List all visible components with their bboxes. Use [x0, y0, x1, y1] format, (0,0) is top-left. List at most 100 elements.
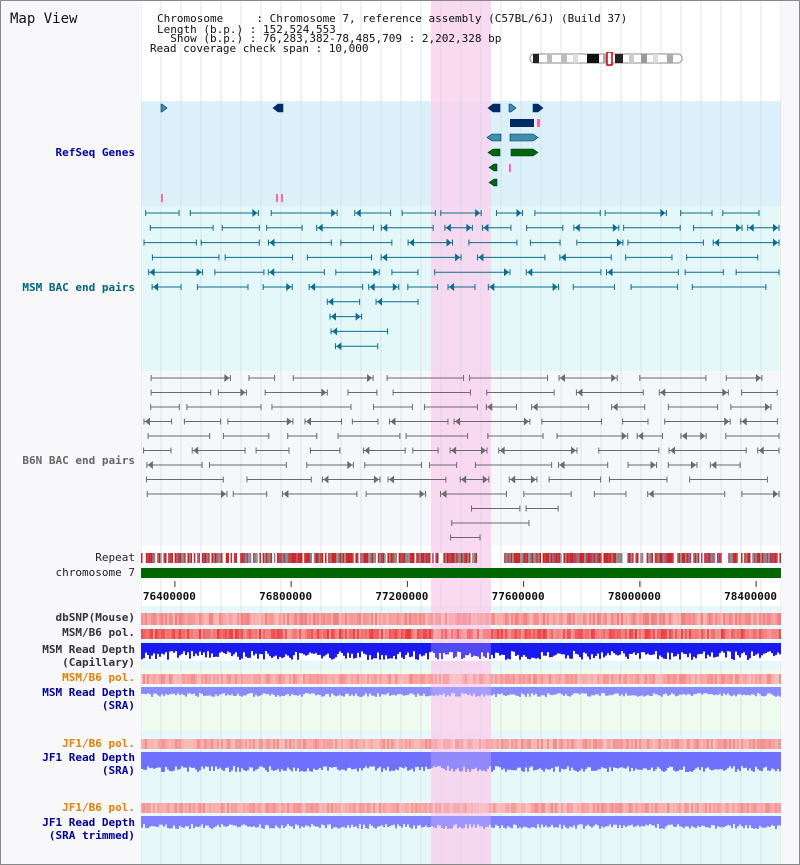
heat-cell: [499, 803, 501, 813]
depth-bar: [429, 643, 431, 653]
bac-end-marker: [482, 475, 488, 484]
depth-bar: [471, 752, 473, 770]
heat-cell: [189, 803, 191, 813]
heat-cell: [481, 739, 483, 749]
depth-bar: [597, 752, 599, 770]
track-label-dbsnp[interactable]: dbSNP(Mouse): [55, 611, 135, 624]
depth-bar: [519, 643, 521, 660]
depth-bar: [671, 752, 673, 767]
heat-cell: [757, 803, 759, 813]
tracks-canvas[interactable]: [141, 1, 781, 864]
depth-bar: [153, 816, 155, 827]
heat-cell: [497, 803, 499, 813]
heat-cell: [697, 803, 699, 813]
track-label-msm-depth-sra[interactable]: MSM Read Depth: [42, 686, 135, 699]
depth-bar: [703, 687, 705, 694]
depth-bar: [451, 816, 453, 829]
track-label-b6n-bac[interactable]: B6N BAC end pairs: [22, 454, 135, 467]
heat-cell: [417, 629, 419, 639]
heat-cell: [761, 739, 763, 749]
depth-bar: [681, 643, 683, 653]
heat-cell: [209, 629, 211, 639]
heat-cell: [207, 613, 209, 625]
heat-cell: [567, 739, 569, 749]
heat-cell: [373, 674, 375, 684]
depth-bar: [749, 752, 751, 769]
repeat-element: [601, 553, 604, 563]
heat-cell: [165, 803, 167, 813]
depth-bar: [177, 687, 179, 694]
repeat-element: [400, 553, 402, 563]
track-label-msm-b6-pol-2[interactable]: MSM/B6 pol.: [62, 671, 135, 684]
heat-cell: [341, 803, 343, 813]
genome-track-area[interactable]: [141, 1, 781, 864]
heat-cell: [469, 629, 471, 639]
chromosome-ideogram[interactable]: [529, 52, 685, 66]
track-label-jf1-depth-trim[interactable]: JF1 Read Depth: [42, 816, 135, 829]
track-label-jf1-depth-sra[interactable]: JF1 Read Depth: [42, 751, 135, 764]
heat-cell: [557, 803, 559, 813]
heat-cell: [309, 739, 311, 749]
heat-cell: [303, 629, 305, 639]
heat-cell: [419, 803, 421, 813]
repeat-element: [728, 553, 730, 563]
depth-bar: [719, 643, 721, 654]
heat-cell: [413, 739, 415, 749]
heat-cell: [397, 803, 399, 813]
heat-cell: [267, 739, 269, 749]
depth-bar: [461, 643, 463, 659]
bac-end-marker: [714, 238, 720, 247]
heat-cell: [509, 739, 511, 749]
depth-bar: [435, 643, 437, 658]
repeat-element: [307, 553, 309, 563]
depth-bar: [321, 643, 323, 659]
depth-bar: [639, 687, 641, 697]
depth-bar: [573, 643, 575, 652]
track-label-msm-b6-pol-1[interactable]: MSM/B6 pol.: [62, 626, 135, 639]
repeat-element: [286, 553, 289, 563]
track-label-jf1-b6-pol-1[interactable]: JF1/B6 pol.: [62, 737, 135, 750]
repeat-element: [771, 553, 773, 563]
depth-bar: [641, 752, 643, 770]
depth-bar: [525, 816, 527, 827]
heat-cell: [299, 674, 301, 684]
heat-cell: [641, 613, 643, 625]
heat-cell: [405, 674, 407, 684]
heat-cell: [153, 803, 155, 813]
heat-cell: [439, 739, 441, 749]
depth-bar: [497, 816, 499, 826]
heat-cell: [251, 674, 253, 684]
heat-cell: [703, 613, 705, 625]
depth-bar: [631, 816, 633, 825]
heat-cell: [513, 613, 515, 625]
bac-end-marker: [700, 432, 706, 440]
track-label-refseq[interactable]: RefSeq Genes: [55, 146, 135, 159]
depth-bar: [183, 687, 185, 696]
heat-cell: [703, 739, 705, 749]
heat-cell: [401, 803, 403, 813]
depth-bar: [611, 643, 613, 652]
heat-cell: [407, 739, 409, 749]
depth-bar: [391, 643, 393, 659]
heat-cell: [193, 803, 195, 813]
depth-bar: [655, 643, 657, 652]
heat-cell: [195, 803, 197, 813]
depth-bar: [655, 752, 657, 770]
track-label-msm-bac[interactable]: MSM BAC end pairs: [22, 281, 135, 294]
depth-bar: [327, 816, 329, 825]
track-label-jf1-b6-pol-2[interactable]: JF1/B6 pol.: [62, 801, 135, 814]
heat-cell: [763, 629, 765, 639]
depth-bar: [181, 643, 183, 654]
depth-bar: [503, 687, 505, 696]
bac-end-marker: [489, 283, 495, 291]
repeat-element: [265, 553, 268, 563]
depth-bar: [415, 752, 417, 767]
depth-bar: [681, 816, 683, 827]
depth-bar: [295, 816, 297, 825]
track-label-msm-depth-cap[interactable]: MSM Read Depth: [42, 643, 135, 656]
heat-cell: [659, 674, 661, 684]
depth-bar: [617, 687, 619, 694]
depth-bar: [603, 752, 605, 769]
depth-bar: [255, 687, 257, 695]
depth-bar: [361, 687, 363, 697]
